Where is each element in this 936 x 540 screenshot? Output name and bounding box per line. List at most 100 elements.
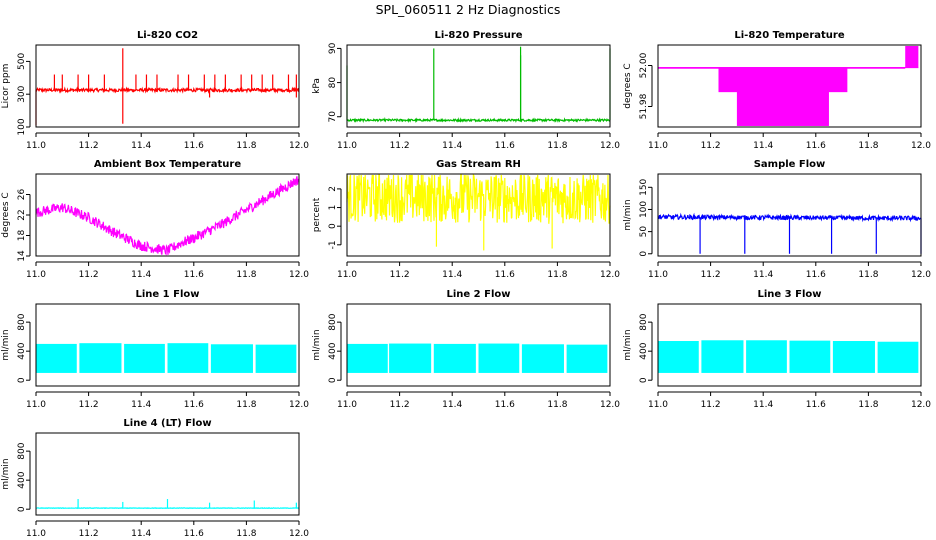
x-tick-label-ambient-3: 11.6 bbox=[184, 270, 204, 280]
x-tick-label-ambient-0: 11.0 bbox=[26, 270, 46, 280]
series-line1 bbox=[36, 343, 297, 373]
x-tick-label-temperature-2: 11.4 bbox=[753, 141, 773, 151]
series-line-co2 bbox=[35, 86, 300, 94]
series-sample bbox=[657, 212, 922, 254]
y-tick-label-line1-2: 800 bbox=[17, 313, 27, 330]
y-label-pressure: kPa bbox=[312, 78, 322, 94]
y-label-temperature: degrees C bbox=[623, 63, 633, 108]
panel-line1: Line 1 Flow 11.0 11.2 11.4 11.6 11.8 12.0 0 400 8… bbox=[1, 289, 309, 410]
panel-line3: Line 3 Flow 11.0 11.2 11.4 11.6 11.8 12.0 0 400 8… bbox=[623, 289, 931, 410]
x-tick-label-co2-2: 11.4 bbox=[131, 141, 151, 151]
x-tick-label-line4-4: 11.8 bbox=[236, 529, 256, 539]
x-tick-label-sample-4: 11.8 bbox=[858, 270, 878, 280]
series-rh bbox=[346, 173, 611, 251]
series-line2 bbox=[347, 343, 608, 373]
x-tick-label-rh-0: 11.0 bbox=[337, 270, 357, 280]
y-label-sample: ml/min bbox=[623, 199, 633, 230]
x-axis-co2: 11.0 11.2 11.4 11.6 11.8 12.0 bbox=[26, 132, 309, 151]
y-tick-label-pressure-1: 80 bbox=[328, 77, 338, 89]
y-tick-label-co2-0: 100 bbox=[17, 118, 27, 135]
figure-title: SPL_060511 2 Hz Diagnostics bbox=[376, 2, 561, 17]
plot-frame-line2 bbox=[346, 303, 611, 387]
y-tick-label-line3-0: 0 bbox=[639, 377, 649, 383]
x-tick-label-line2-2: 11.4 bbox=[442, 400, 462, 410]
y-tick-label-line4-1: 400 bbox=[17, 471, 27, 488]
x-tick-label-line3-0: 11.0 bbox=[648, 400, 668, 410]
plot-frame-line4 bbox=[35, 432, 300, 516]
x-axis-line4: 11.0 11.2 11.4 11.6 11.8 12.0 bbox=[26, 520, 309, 539]
x-tick-label-line3-4: 11.8 bbox=[858, 400, 878, 410]
y-tick-label-line3-2: 800 bbox=[639, 313, 649, 330]
x-tick-label-ambient-4: 11.8 bbox=[236, 270, 256, 280]
series-line-rh bbox=[346, 173, 611, 224]
x-tick-label-line1-1: 11.2 bbox=[79, 400, 99, 410]
band-line2-2 bbox=[433, 343, 476, 373]
panel-title-ambient: Ambient Box Temperature bbox=[94, 159, 241, 170]
y-axis-co2: 100 300 500 bbox=[17, 53, 31, 136]
y-tick-label-line2-2: 800 bbox=[328, 313, 338, 330]
y-tick-label-co2-2: 500 bbox=[17, 53, 27, 70]
x-tick-label-line1-3: 11.6 bbox=[184, 400, 204, 410]
plot-frame-co2 bbox=[35, 44, 300, 128]
band-temperature-2 bbox=[736, 67, 829, 126]
x-axis-sample: 11.0 11.2 11.4 11.6 11.8 12.0 bbox=[648, 261, 931, 280]
series-co2 bbox=[35, 48, 300, 126]
x-axis-pressure: 11.0 11.2 11.4 11.6 11.8 12.0 bbox=[337, 132, 620, 151]
y-label-ambient: degrees C bbox=[1, 192, 11, 237]
y-tick-label-sample-0: 0 bbox=[639, 251, 649, 257]
plot-frame-pressure bbox=[346, 44, 611, 128]
x-tick-label-line1-0: 11.0 bbox=[26, 400, 46, 410]
x-tick-label-line2-5: 12.0 bbox=[600, 400, 620, 410]
band-line2-4 bbox=[521, 344, 564, 373]
y-label-line2: ml/min bbox=[312, 329, 322, 360]
x-tick-label-ambient-5: 12.0 bbox=[289, 270, 309, 280]
x-tick-label-line3-5: 12.0 bbox=[911, 400, 931, 410]
x-tick-label-rh-4: 11.8 bbox=[547, 270, 567, 280]
y-tick-label-co2-1: 300 bbox=[17, 85, 27, 102]
series-line-ambient bbox=[35, 176, 300, 256]
y-tick-label-sample-1: 50 bbox=[639, 226, 649, 238]
y-axis-pressure: 70 80 90 bbox=[328, 42, 342, 122]
x-tick-label-rh-5: 12.0 bbox=[600, 270, 620, 280]
x-tick-label-co2-5: 12.0 bbox=[289, 141, 309, 151]
band-line1-1 bbox=[79, 343, 122, 373]
x-tick-label-line2-3: 11.6 bbox=[495, 400, 515, 410]
band-line3-5 bbox=[877, 341, 919, 373]
panel-pressure: Li-820 Pressure 11.0 11.2 11.4 11.6 11.8 12.0 7… bbox=[312, 30, 620, 151]
band-line1-0 bbox=[36, 343, 77, 373]
panel-sample: Sample Flow 11.0 11.2 11.4 11.6 11.8 12.0 0 50 10… bbox=[623, 159, 931, 280]
y-label-rh: percent bbox=[312, 197, 322, 232]
x-tick-label-sample-3: 11.6 bbox=[806, 270, 826, 280]
panel-title-sample: Sample Flow bbox=[754, 159, 826, 170]
series-line-pressure bbox=[346, 116, 610, 124]
x-tick-label-co2-3: 11.6 bbox=[184, 141, 204, 151]
plot-frame-temperature bbox=[657, 44, 922, 128]
y-axis-ambient: 14 18 22 26 bbox=[17, 189, 31, 262]
y-axis-line1: 0 400 800 bbox=[17, 313, 31, 383]
y-axis-rh: -1 0 1 2 bbox=[328, 186, 342, 249]
band-line2-3 bbox=[478, 343, 520, 373]
panel-co2: Li-820 CO2 11.0 11.2 11.4 11.6 11.8 12.0 100 300… bbox=[1, 30, 309, 151]
plot-frame-sample bbox=[657, 173, 922, 257]
band-line1-2 bbox=[124, 343, 165, 373]
x-tick-label-line1-5: 12.0 bbox=[289, 400, 309, 410]
band-temperature-3 bbox=[905, 46, 919, 68]
y-label-line4: ml/min bbox=[1, 458, 11, 489]
series-line4 bbox=[35, 499, 300, 510]
x-tick-label-rh-1: 11.2 bbox=[390, 270, 410, 280]
panel-line2: Line 2 Flow 11.0 11.2 11.4 11.6 11.8 12.0 0 400 8… bbox=[312, 289, 620, 410]
x-tick-label-co2-4: 11.8 bbox=[236, 141, 256, 151]
y-tick-label-ambient-1: 18 bbox=[17, 230, 27, 242]
x-tick-label-sample-0: 11.0 bbox=[648, 270, 668, 280]
x-tick-label-pressure-5: 12.0 bbox=[600, 141, 620, 151]
y-tick-label-rh-3: 2 bbox=[328, 186, 338, 192]
band-line2-5 bbox=[566, 344, 608, 373]
y-axis-line2: 0 400 800 bbox=[328, 313, 342, 383]
x-tick-label-line1-2: 11.4 bbox=[131, 400, 151, 410]
x-tick-label-line4-0: 11.0 bbox=[26, 529, 46, 539]
band-line3-1 bbox=[701, 340, 744, 373]
y-axis-sample: 0 50 100 150 bbox=[639, 178, 653, 257]
panel-title-line2: Line 2 Flow bbox=[447, 289, 511, 300]
x-tick-label-line3-2: 11.4 bbox=[753, 400, 773, 410]
